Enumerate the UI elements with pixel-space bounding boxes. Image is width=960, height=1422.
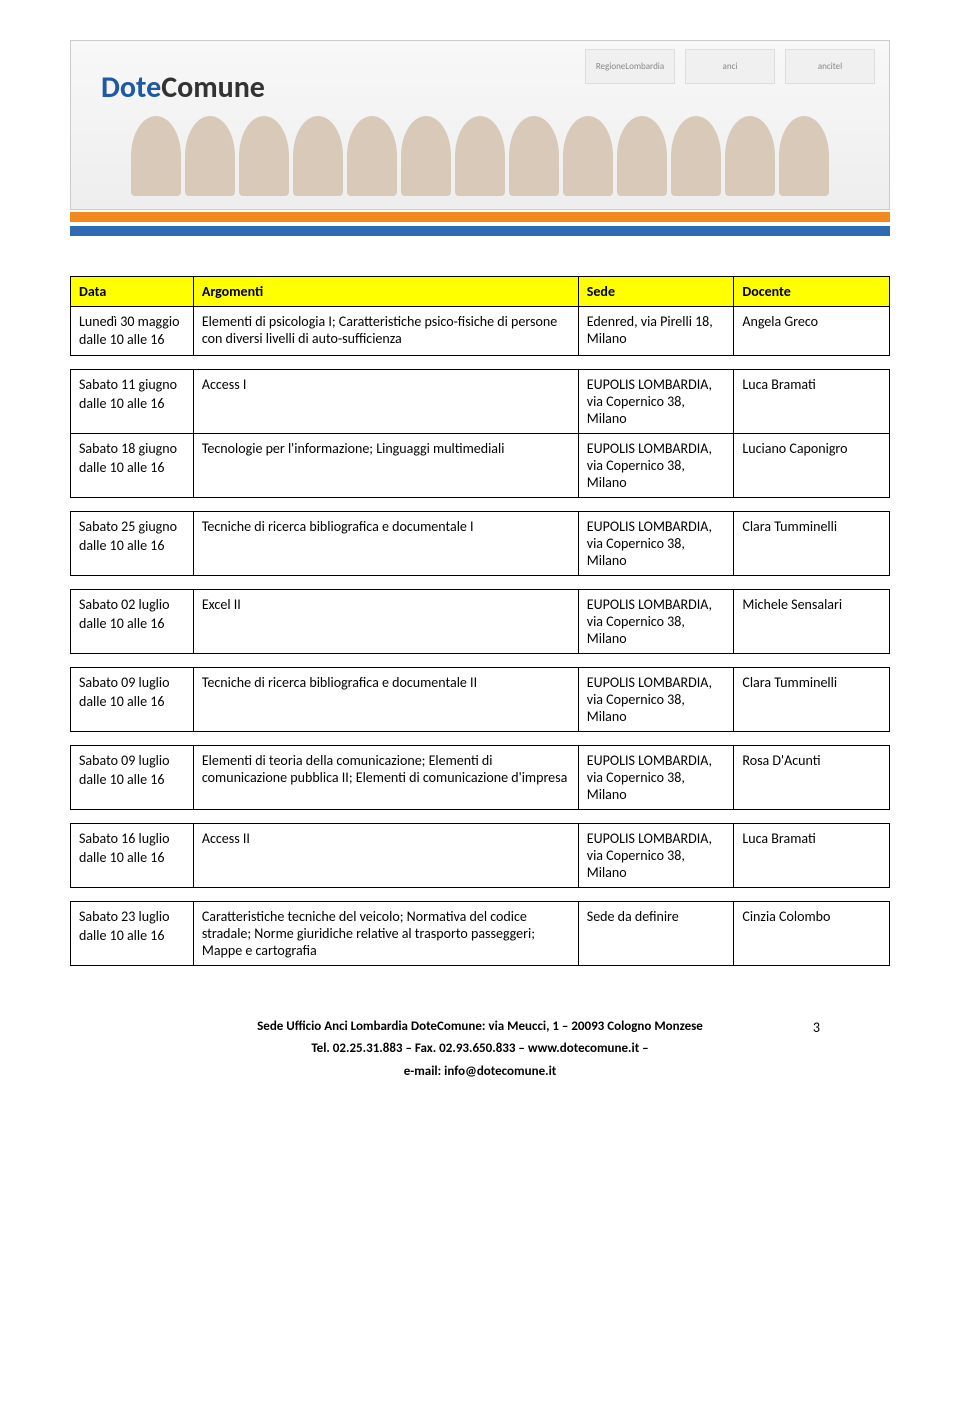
cell-docente: Luca Bramati (734, 824, 890, 888)
table-row: Sabato 18 giugno dalle 10 alle 16Tecnolo… (71, 434, 890, 498)
th-data: Data (71, 277, 194, 307)
cell-date: Sabato 18 giugno dalle 10 alle 16 (71, 434, 194, 498)
spacer-row (71, 888, 890, 902)
cell-topic: Elementi di psicologia I; Caratteristich… (193, 307, 578, 356)
spacer-row (71, 576, 890, 590)
table-row: Sabato 23 luglio dalle 10 alle 16Caratte… (71, 902, 890, 966)
footer-line1: Sede Ufficio Anci Lombardia DoteComune: … (70, 1016, 890, 1038)
cell-topic: Tecniche di ricerca bibliografica e docu… (193, 668, 578, 732)
stripe-blue (70, 226, 890, 236)
cell-date: Sabato 23 luglio dalle 10 alle 16 (71, 902, 194, 966)
cell-topic: Caratteristiche tecniche del veicolo; No… (193, 902, 578, 966)
cell-date: Sabato 09 luglio dalle 10 alle 16 (71, 746, 194, 810)
cell-sede: Edenred, via Pirelli 18, Milano (578, 307, 734, 356)
cell-topic: Access I (193, 370, 578, 434)
cell-docente: Rosa D'Acunti (734, 746, 890, 810)
cell-date: Lunedì 30 maggio dalle 10 alle 16 (71, 307, 194, 356)
cell-topic: Elementi di teoria della comunicazione; … (193, 746, 578, 810)
table-row: Lunedì 30 maggio dalle 10 alle 16Element… (71, 307, 890, 356)
table-row: Sabato 09 luglio dalle 10 alle 16Tecnich… (71, 668, 890, 732)
page-number: 3 (813, 1016, 820, 1040)
th-sede: Sede (578, 277, 734, 307)
footer-line2: Tel. 02.25.31.883 – Fax. 02.93.650.833 –… (70, 1038, 890, 1060)
cell-date: Sabato 09 luglio dalle 10 alle 16 (71, 668, 194, 732)
table-row: Sabato 16 luglio dalle 10 alle 16Access … (71, 824, 890, 888)
th-argomenti: Argomenti (193, 277, 578, 307)
cell-sede: EUPOLIS LOMBARDIA, via Copernico 38, Mil… (578, 824, 734, 888)
spacer-row (71, 498, 890, 512)
cell-date: Sabato 25 giugno dalle 10 alle 16 (71, 512, 194, 576)
cell-date: Sabato 11 giugno dalle 10 alle 16 (71, 370, 194, 434)
people-illustration (71, 116, 889, 201)
header-banner: RegioneLombardia anci ancitel DoteComune (70, 40, 890, 210)
logo-regione: RegioneLombardia (585, 49, 675, 84)
spacer-row (71, 732, 890, 746)
cell-docente: Angela Greco (734, 307, 890, 356)
cell-topic: Tecniche di ricerca bibliografica e docu… (193, 512, 578, 576)
cell-docente: Luca Bramati (734, 370, 890, 434)
cell-docente: Michele Sensalari (734, 590, 890, 654)
table-row: Sabato 09 luglio dalle 10 alle 16Element… (71, 746, 890, 810)
cell-sede: EUPOLIS LOMBARDIA, via Copernico 38, Mil… (578, 746, 734, 810)
table-header-row: Data Argomenti Sede Docente (71, 277, 890, 307)
cell-docente: Cinzia Colombo (734, 902, 890, 966)
cell-sede: EUPOLIS LOMBARDIA, via Copernico 38, Mil… (578, 370, 734, 434)
cell-sede: EUPOLIS LOMBARDIA, via Copernico 38, Mil… (578, 590, 734, 654)
cell-topic: Access II (193, 824, 578, 888)
cell-date: Sabato 02 luglio dalle 10 alle 16 (71, 590, 194, 654)
spacer-row (71, 810, 890, 824)
cell-sede: Sede da definire (578, 902, 734, 966)
schedule-table: Data Argomenti Sede Docente Lunedì 30 ma… (70, 276, 890, 966)
cell-docente: Clara Tumminelli (734, 668, 890, 732)
footer-line3: e-mail: info@dotecomune.it (70, 1061, 890, 1083)
stripe-orange (70, 212, 890, 222)
cell-date: Sabato 16 luglio dalle 10 alle 16 (71, 824, 194, 888)
cell-sede: EUPOLIS LOMBARDIA, via Copernico 38, Mil… (578, 668, 734, 732)
cell-sede: EUPOLIS LOMBARDIA, via Copernico 38, Mil… (578, 512, 734, 576)
cell-docente: Clara Tumminelli (734, 512, 890, 576)
cell-sede: EUPOLIS LOMBARDIA, via Copernico 38, Mil… (578, 434, 734, 498)
brand-title: DoteComune (101, 69, 265, 106)
cell-docente: Luciano Caponigro (734, 434, 890, 498)
table-row: Sabato 02 luglio dalle 10 alle 16Excel I… (71, 590, 890, 654)
cell-topic: Tecnologie per l'informazione; Linguaggi… (193, 434, 578, 498)
table-row: Sabato 25 giugno dalle 10 alle 16Tecnich… (71, 512, 890, 576)
spacer-row (71, 654, 890, 668)
logo-ancitel: ancitel (785, 49, 875, 84)
cell-topic: Excel II (193, 590, 578, 654)
footer: Sede Ufficio Anci Lombardia DoteComune: … (70, 1016, 890, 1082)
spacer-row (71, 356, 890, 370)
th-docente: Docente (734, 277, 890, 307)
logo-anci: anci (685, 49, 775, 84)
table-row: Sabato 11 giugno dalle 10 alle 16Access … (71, 370, 890, 434)
